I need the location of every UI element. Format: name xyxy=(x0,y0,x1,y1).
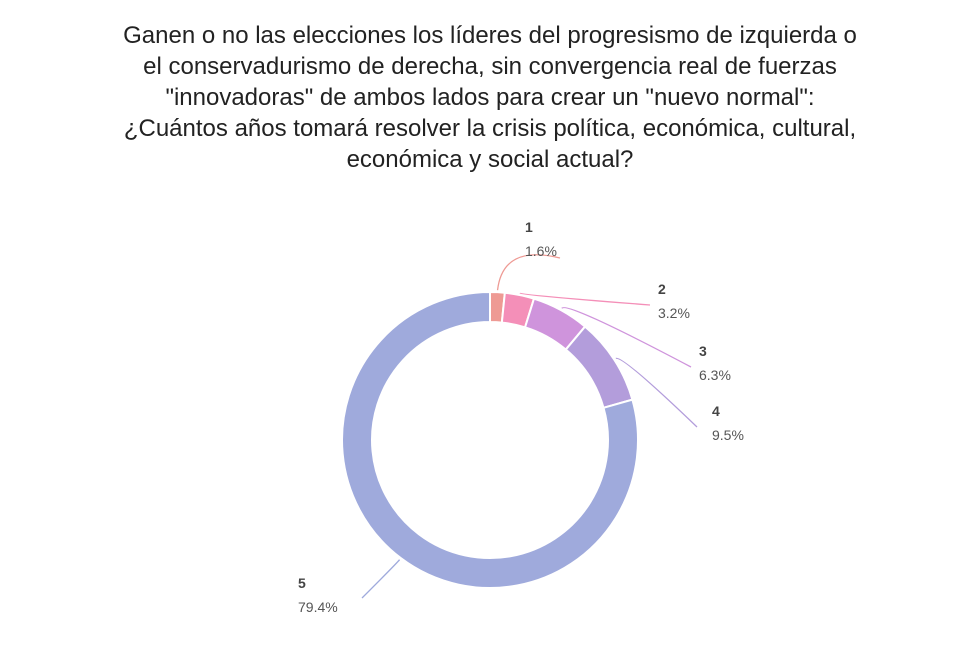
slice-percent-2: 3.2% xyxy=(658,305,690,321)
slice-percent-1: 1.6% xyxy=(525,243,557,259)
slice-label-5: 5 xyxy=(298,575,306,591)
donut-slices xyxy=(341,290,639,589)
slice-5 xyxy=(341,290,639,589)
slice-label-1: 1 xyxy=(525,219,533,235)
leader-line-4 xyxy=(615,357,698,428)
leader-line-1 xyxy=(496,254,561,291)
leader-lines xyxy=(361,254,698,599)
slice-percent-5: 79.4% xyxy=(298,599,338,615)
slice-labels: 1 1.6% 2 3.2% 3 6.3% 4 9.5% 5 79.4% xyxy=(298,219,744,615)
leader-line-2 xyxy=(519,292,651,306)
leader-line-5 xyxy=(361,559,401,599)
slice-label-3: 3 xyxy=(699,343,707,359)
slice-percent-3: 6.3% xyxy=(699,367,731,383)
slice-4 xyxy=(564,325,634,410)
chart-title: Ganen o no las elecciones los líderes de… xyxy=(123,22,857,173)
slice-percent-4: 9.5% xyxy=(712,427,744,443)
slice-label-2: 2 xyxy=(658,281,666,297)
leader-line-3 xyxy=(561,306,692,368)
slice-label-4: 4 xyxy=(712,403,720,419)
